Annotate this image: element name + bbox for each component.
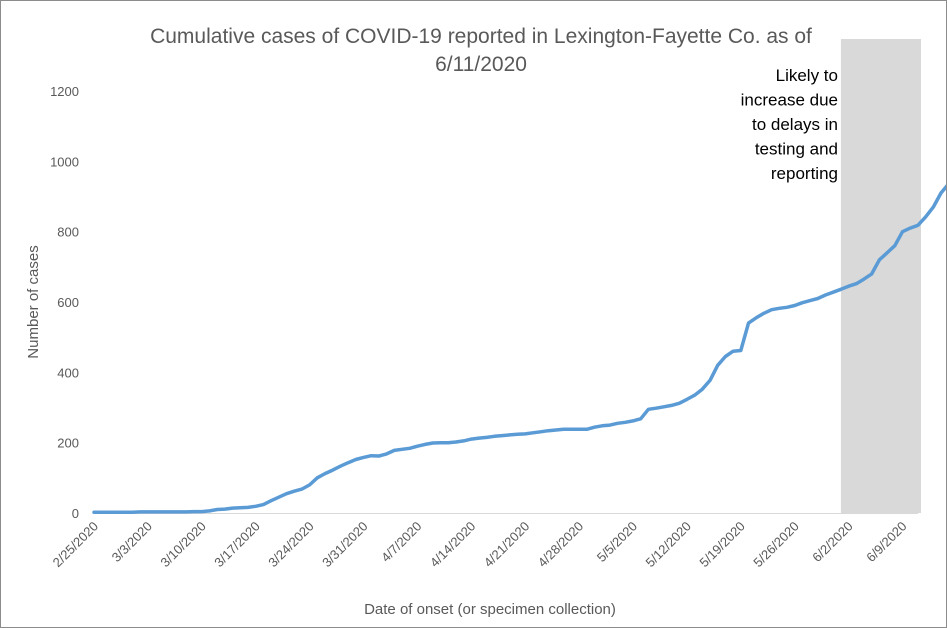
- annotation-line-3: to delays in: [752, 115, 838, 134]
- delay-shaded-region: [840, 39, 921, 513]
- x-tick-label: 3/24/2020: [265, 519, 317, 571]
- y-tick-label: 1000: [50, 154, 79, 169]
- x-tick-label: 3/10/2020: [157, 519, 209, 571]
- x-tick-label: 2/25/2020: [50, 519, 102, 571]
- x-tick-label: 5/19/2020: [696, 519, 748, 571]
- chart-title-line-2: 6/11/2020: [435, 53, 527, 76]
- delay-annotation: Likely to increase due to delays in testing…: [741, 66, 838, 183]
- x-tick-label: 4/28/2020: [535, 519, 587, 571]
- annotation-line-1: Likely to: [776, 66, 838, 85]
- y-tick-label: 800: [57, 225, 79, 240]
- x-tick-label: 3/3/2020: [109, 519, 155, 565]
- y-tick-label: 200: [57, 436, 79, 451]
- x-tick-label: 5/12/2020: [643, 519, 695, 571]
- x-tick-label: 5/26/2020: [750, 519, 802, 571]
- x-tick-label: 4/21/2020: [481, 519, 533, 571]
- x-tick-label: 6/2/2020: [809, 519, 855, 565]
- x-tick-label: 3/17/2020: [211, 519, 263, 571]
- y-axis-title: Number of cases: [25, 245, 42, 358]
- y-axis-ticks: 0 200 400 600 800 1000 1200: [50, 84, 79, 521]
- annotation-line-4: testing and: [755, 140, 838, 159]
- x-tick-label: 4/14/2020: [427, 519, 479, 571]
- series-line-cumulative-cases: [92, 184, 946, 515]
- x-tick-label: 5/5/2020: [594, 519, 640, 565]
- x-tick-label: 4/7/2020: [378, 519, 424, 565]
- x-axis-ticks: 2/25/2020 3/3/2020 3/10/2020 3/17/2020 3/24/…: [50, 519, 910, 571]
- x-tick-label: 6/9/2020: [863, 519, 909, 565]
- y-tick-label: 0: [72, 506, 79, 521]
- x-tick-label: 3/31/2020: [319, 519, 371, 571]
- y-tick-label: 400: [57, 365, 79, 380]
- y-tick-label: 1200: [50, 84, 79, 99]
- x-axis-title: Date of onset (or specimen collection): [364, 601, 616, 618]
- annotation-line-5: reporting: [771, 164, 838, 183]
- y-tick-label: 600: [57, 295, 79, 310]
- chart-title-line-1: Cumulative cases of COVID-19 reported in…: [150, 25, 812, 48]
- annotation-line-2: increase due: [741, 91, 838, 110]
- chart-title: Cumulative cases of COVID-19 reported in…: [111, 23, 851, 79]
